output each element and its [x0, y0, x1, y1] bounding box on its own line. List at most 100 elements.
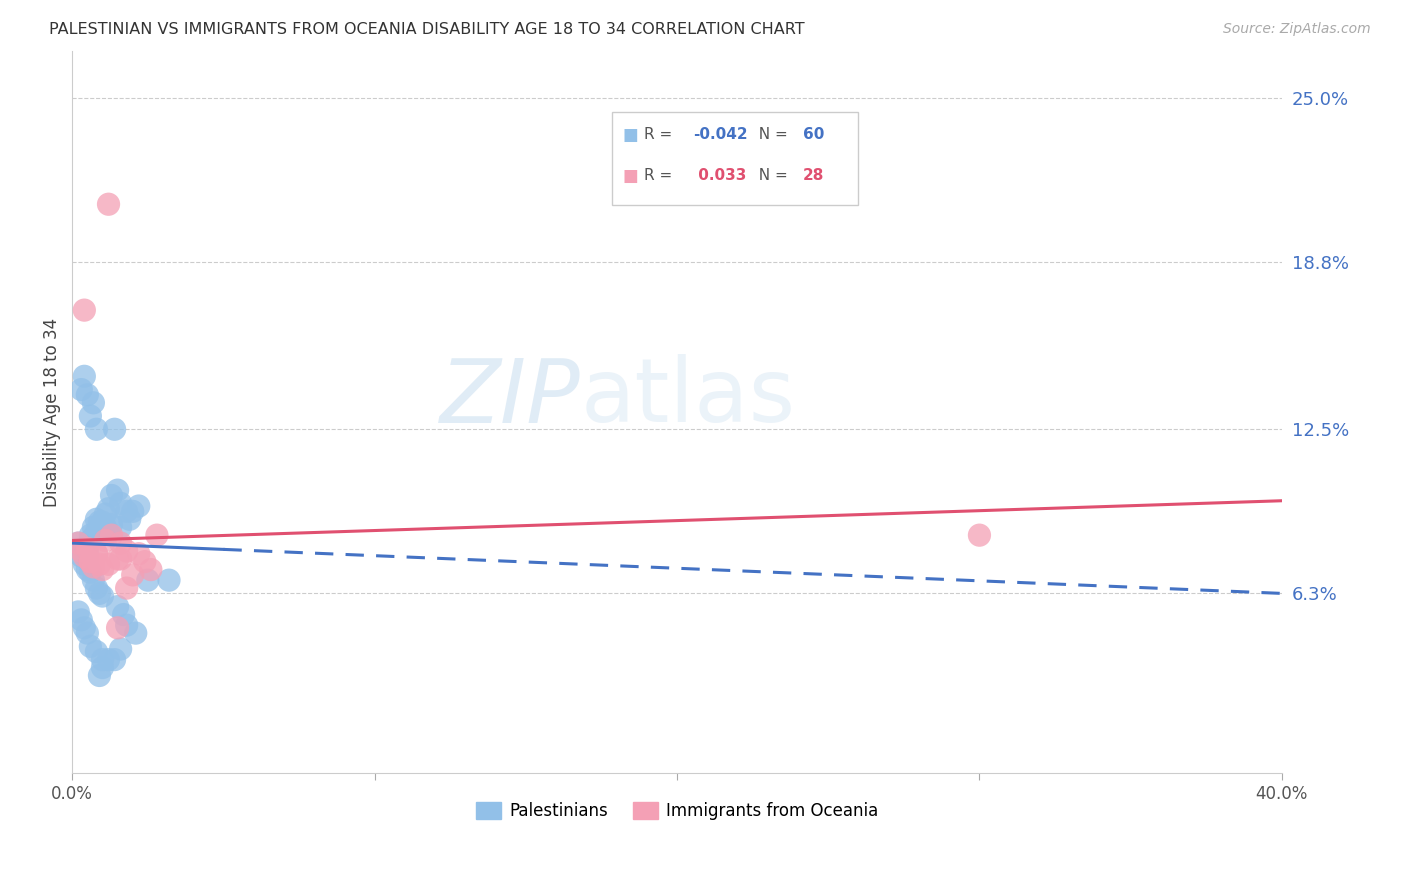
Point	[73, 541, 96, 556]
Point	[91, 563, 114, 577]
Point	[100, 517, 122, 532]
Point	[79, 566, 101, 580]
Point	[89, 668, 111, 682]
Point	[139, 563, 162, 577]
Point	[97, 558, 120, 572]
Point	[79, 533, 101, 548]
Point	[82, 396, 104, 410]
Legend: Palestinians, Immigrants from Oceania: Palestinians, Immigrants from Oceania	[470, 795, 884, 827]
Point	[70, 383, 93, 397]
Text: atlas: atlas	[581, 354, 796, 442]
Point	[91, 523, 114, 537]
Point	[107, 621, 129, 635]
Point	[91, 515, 114, 529]
Text: N =: N =	[749, 128, 793, 142]
Point	[110, 536, 132, 550]
Point	[94, 507, 117, 521]
Point	[115, 581, 138, 595]
Point	[86, 645, 108, 659]
Point	[76, 547, 98, 561]
Point	[103, 652, 125, 666]
Point	[76, 563, 98, 577]
Point	[67, 536, 90, 550]
Point	[70, 613, 93, 627]
Point	[70, 544, 93, 558]
Point	[110, 642, 132, 657]
Point	[118, 512, 141, 526]
Point	[82, 520, 104, 534]
Text: 0.033: 0.033	[693, 169, 747, 183]
Point	[73, 621, 96, 635]
Text: R =: R =	[644, 169, 678, 183]
Point	[107, 599, 129, 614]
Point	[73, 303, 96, 318]
Point	[91, 589, 114, 603]
Point	[86, 422, 108, 436]
Point	[121, 504, 143, 518]
Point	[86, 525, 108, 540]
Point	[94, 520, 117, 534]
Text: 28: 28	[803, 169, 824, 183]
Point	[121, 567, 143, 582]
Point	[79, 409, 101, 423]
Point	[73, 549, 96, 564]
Point	[86, 512, 108, 526]
Point	[136, 573, 159, 587]
Text: -0.042: -0.042	[693, 128, 748, 142]
Point	[79, 640, 101, 654]
Point	[110, 552, 132, 566]
Point	[97, 197, 120, 211]
Text: Source: ZipAtlas.com: Source: ZipAtlas.com	[1223, 22, 1371, 37]
Point	[146, 528, 169, 542]
Point	[89, 558, 111, 572]
Point	[157, 573, 180, 587]
Point	[73, 558, 96, 572]
Point	[79, 528, 101, 542]
Point	[107, 483, 129, 498]
Point	[76, 552, 98, 566]
Text: N =: N =	[749, 169, 793, 183]
Point	[100, 488, 122, 502]
Point	[110, 520, 132, 534]
Point	[79, 555, 101, 569]
Point	[115, 544, 138, 558]
Point	[969, 528, 991, 542]
Point	[76, 626, 98, 640]
Text: 60: 60	[803, 128, 824, 142]
Point	[76, 541, 98, 556]
Point	[100, 528, 122, 542]
Point	[97, 501, 120, 516]
Point	[94, 533, 117, 548]
Point	[97, 652, 120, 666]
Point	[115, 618, 138, 632]
Point	[86, 547, 108, 561]
Point	[97, 525, 120, 540]
Point	[128, 547, 150, 561]
Point	[82, 531, 104, 545]
Point	[134, 555, 156, 569]
Point	[107, 552, 129, 566]
Point	[67, 605, 90, 619]
Point	[82, 560, 104, 574]
Point	[112, 607, 135, 622]
Point	[73, 369, 96, 384]
Text: ZIP: ZIP	[440, 355, 581, 441]
Point	[125, 626, 148, 640]
Point	[86, 547, 108, 561]
Text: ■: ■	[623, 167, 638, 185]
Point	[82, 573, 104, 587]
Point	[91, 652, 114, 666]
Text: ■: ■	[623, 126, 638, 144]
Text: PALESTINIAN VS IMMIGRANTS FROM OCEANIA DISABILITY AGE 18 TO 34 CORRELATION CHART: PALESTINIAN VS IMMIGRANTS FROM OCEANIA D…	[49, 22, 804, 37]
Y-axis label: Disability Age 18 to 34: Disability Age 18 to 34	[44, 318, 60, 507]
Text: R =: R =	[644, 128, 678, 142]
Point	[110, 496, 132, 510]
Point	[89, 586, 111, 600]
Point	[103, 422, 125, 436]
Point	[70, 549, 93, 564]
Point	[91, 660, 114, 674]
Point	[115, 504, 138, 518]
Point	[79, 555, 101, 569]
Point	[86, 581, 108, 595]
Point	[76, 388, 98, 402]
